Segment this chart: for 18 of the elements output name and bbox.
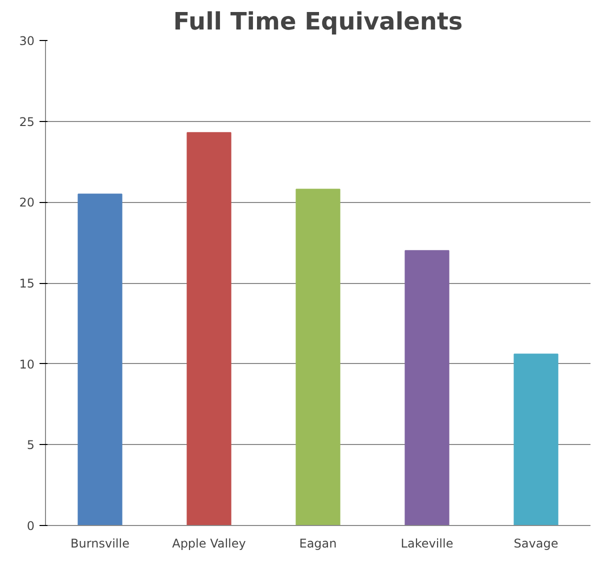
bar xyxy=(186,132,232,526)
x-tick-label: Lakeville xyxy=(400,536,454,550)
bar xyxy=(78,194,122,526)
y-tick-label: 5 xyxy=(26,438,35,452)
y-tick-label: 30 xyxy=(19,34,35,48)
bar xyxy=(296,188,340,526)
y-tick-label: 20 xyxy=(19,196,35,210)
y-tick-label: 15 xyxy=(19,276,35,290)
x-tick-label: Apple Valley xyxy=(172,536,246,550)
chart-title: Full Time Equivalents xyxy=(173,8,463,36)
bar xyxy=(404,250,450,526)
y-tick-label: 25 xyxy=(19,114,35,129)
bar xyxy=(514,354,558,526)
y-tick-label: 0 xyxy=(26,519,35,533)
x-tick-label: Eagan xyxy=(299,536,337,550)
x-tick-label: Savage xyxy=(514,536,558,550)
x-tick-label: Burnsville xyxy=(70,536,130,550)
y-tick-label: 10 xyxy=(19,357,35,372)
